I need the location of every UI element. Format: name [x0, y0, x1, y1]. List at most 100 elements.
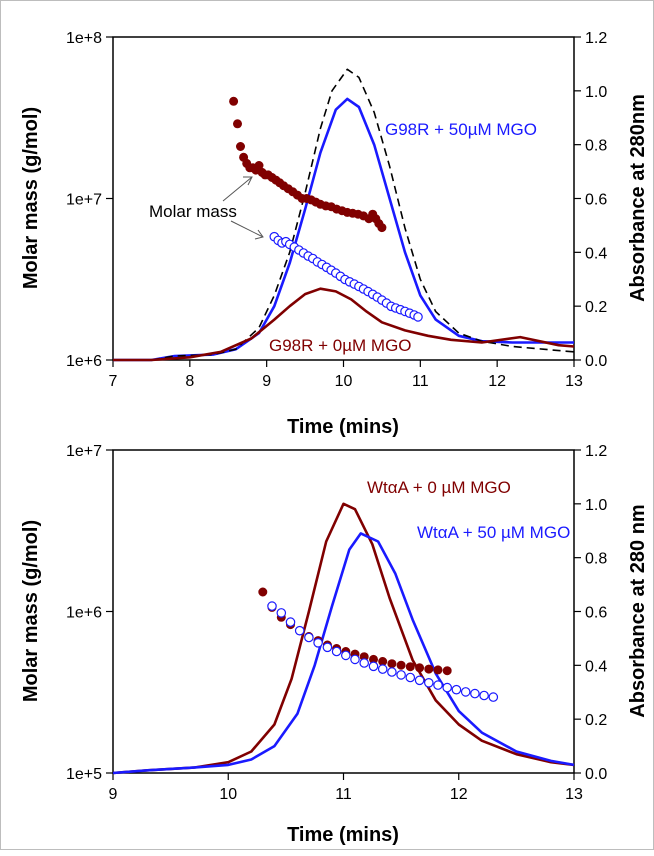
data-point-bottom-3: [433, 680, 443, 690]
data-point-bottom-3: [387, 667, 397, 677]
chart-top-molar-mass-arrow-upper: [222, 176, 253, 202]
y2-tick-label: 0.0: [585, 766, 607, 783]
chart-top-y2-ticks: 0.0 0.2 0.4 0.6 0.8 1.0 1.2: [574, 30, 607, 370]
data-point-bottom-3: [322, 642, 333, 653]
data-point-bottom-3: [396, 670, 406, 680]
y-tick-label: 1e+5: [66, 766, 102, 783]
data-point-bottom-3: [313, 637, 323, 648]
data-point-top-3: [236, 142, 246, 152]
y2-tick-label: 0.6: [585, 605, 607, 622]
chart-bottom-y-axis-title: Molar mass (g/mol): [20, 520, 42, 702]
data-point-bottom-2: [433, 665, 443, 675]
data-point-bottom-3: [276, 608, 287, 618]
data-point-bottom-3: [267, 601, 277, 611]
series-line-top-1: [113, 68, 575, 361]
x-tick-label: 10: [219, 786, 237, 803]
y-tick-label: 1e+7: [66, 192, 102, 209]
chart-top-y-axis-title: Molar mass (g/mol): [20, 107, 42, 289]
chart-top-x-ticks: 7 8 9 10 11 12 13: [109, 360, 583, 390]
series-line-bottom-1: [112, 532, 575, 775]
chart-bottom-x-axis-title: Time (mins): [287, 824, 399, 846]
data-point-bottom-3: [414, 675, 425, 686]
y2-tick-label: 0.0: [585, 353, 607, 370]
chart-bottom-y-ticks: 1e+5 1e+6 1e+7: [66, 443, 113, 783]
data-point-bottom-3: [451, 684, 462, 695]
chart-top: 7 8 9 10 11 12 13 1e+6 1e+7 1e+8 0.0 0.2 0.4 0.6 0.8…: [20, 30, 649, 438]
y-tick-label: 1e+7: [66, 443, 102, 460]
data-point-top-3: [229, 96, 239, 106]
data-point-bottom-3: [294, 625, 305, 636]
chart-bottom-annotation-blue: WtαA + 50 µM MGO: [417, 523, 570, 542]
chart-top-annotation-red: G98R + 0µM MGO: [269, 336, 412, 355]
x-tick-label: 13: [565, 373, 583, 390]
data-point-bottom-3: [470, 688, 480, 699]
x-tick-label: 9: [109, 786, 118, 803]
chart-top-series: [113, 68, 575, 362]
series-line-top-0: [113, 97, 574, 362]
x-tick-label: 13: [565, 786, 583, 803]
x-tick-label: 11: [412, 373, 429, 390]
chart-bottom-annotation-red: WtαA + 0 µM MGO: [367, 478, 511, 497]
x-tick-label: 9: [262, 373, 271, 390]
x-tick-label: 12: [488, 373, 506, 390]
chart-top-x-axis-title: Time (mins): [287, 416, 399, 438]
data-point-bottom-2: [396, 660, 406, 670]
y2-tick-label: 1.2: [585, 443, 607, 460]
chart-top-annotation-blue: G98R + 50µM MGO: [385, 120, 537, 139]
data-point-bottom-3: [331, 646, 342, 657]
data-point-bottom-3: [285, 617, 296, 627]
data-point-bottom-3: [368, 661, 379, 672]
x-tick-label: 7: [109, 373, 118, 390]
y-tick-label: 1e+6: [66, 353, 102, 370]
chart-bottom-plot-frame: [112, 449, 575, 774]
data-point-bottom-2: [405, 662, 415, 672]
data-point-bottom-3: [304, 632, 314, 643]
data-point-bottom-3: [359, 658, 369, 668]
data-point-bottom-2: [442, 666, 452, 676]
data-point-bottom-2: [387, 659, 397, 669]
chart-bottom-y2-ticks: 0.0 0.2 0.4 0.6 0.8 1.0 1.2: [574, 443, 607, 783]
chart-bottom-y2-axis-title: Absorbance at 280 nm: [627, 504, 649, 717]
chart-top-plot-frame: [112, 36, 575, 361]
y2-tick-label: 0.2: [585, 712, 607, 729]
data-point-bottom-3: [460, 687, 471, 697]
chart-bottom-x-ticks: 9 10 11 12 13: [109, 773, 583, 803]
y2-tick-label: 0.8: [585, 138, 607, 155]
y2-tick-label: 1.0: [585, 84, 607, 101]
data-point-top-4: [413, 312, 423, 322]
y2-tick-label: 0.4: [585, 658, 607, 675]
data-point-top-3: [377, 223, 387, 233]
x-tick-label: 8: [185, 373, 194, 390]
chart-top-y-ticks: 1e+6 1e+7 1e+8: [66, 30, 113, 370]
data-point-bottom-3: [479, 690, 489, 701]
y2-tick-label: 1.2: [585, 30, 607, 47]
y2-tick-label: 0.8: [585, 551, 607, 568]
data-point-bottom-3: [350, 654, 360, 665]
data-point-bottom-3: [405, 672, 416, 683]
series-line-top-2: [113, 287, 575, 362]
x-tick-label: 11: [335, 786, 352, 803]
data-point-bottom-2: [424, 664, 434, 674]
data-point-bottom-2: [415, 663, 425, 673]
data-point-bottom-3: [340, 650, 351, 661]
y2-tick-label: 0.2: [585, 299, 607, 316]
data-point-bottom-3: [442, 682, 452, 693]
chart-top-molar-mass-arrow-lower: [230, 220, 264, 238]
chart-top-molar-mass-arrowhead-lower: [254, 229, 264, 240]
y2-tick-label: 1.0: [585, 497, 607, 514]
y-tick-label: 1e+6: [66, 605, 102, 622]
x-tick-label: 10: [335, 373, 353, 390]
data-point-bottom-3: [423, 677, 434, 688]
y2-tick-label: 0.4: [585, 245, 607, 262]
x-tick-label: 12: [450, 786, 468, 803]
data-point-bottom-2: [258, 587, 268, 597]
chart-bottom: 9 10 11 12 13 1e+5 1e+6 1e+7 0.0 0.2 0.4 0.6 0.8 1.…: [20, 443, 649, 846]
y2-tick-label: 0.6: [585, 192, 607, 209]
series-line-bottom-0: [112, 502, 575, 775]
data-point-top-3: [233, 119, 243, 129]
chart-top-y2-axis-title: Absorbance at 280nm: [627, 94, 649, 302]
chart-bottom-series: [112, 502, 575, 775]
y-tick-label: 1e+8: [66, 30, 102, 47]
